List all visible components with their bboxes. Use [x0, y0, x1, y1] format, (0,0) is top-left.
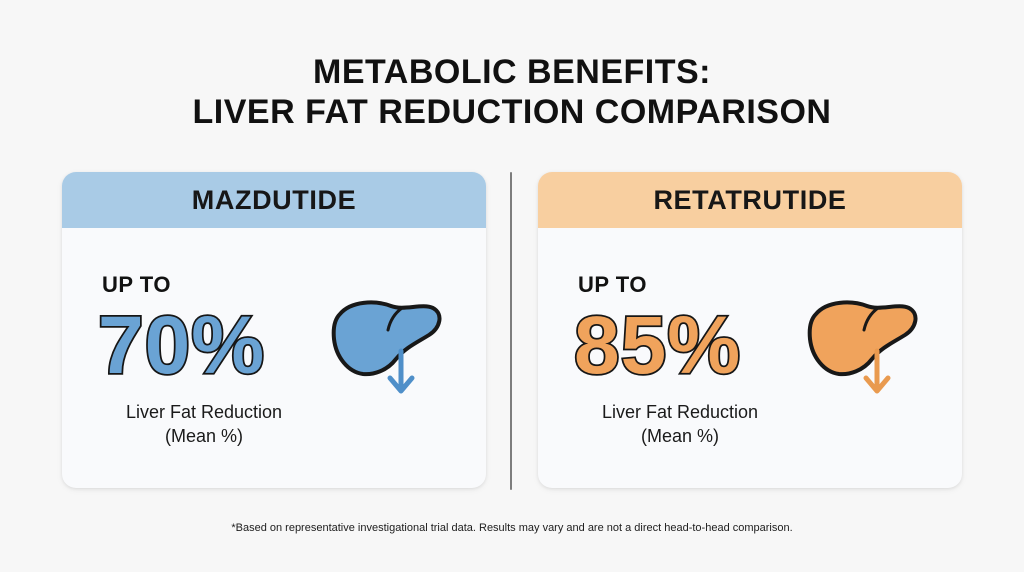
comparison-divider [510, 172, 512, 490]
liver-down-arrow-icon [807, 300, 918, 394]
mazdutide-metric-unit: (Mean %) [164, 426, 244, 446]
mazdutide-caption: Liver Fat Reduction (Mean %) [104, 400, 304, 448]
mazdutide-prefix: UP TO [102, 272, 171, 297]
footnote: *Based on representative investigational… [231, 522, 793, 534]
retatrutide-percent: 85% [572, 298, 742, 393]
mazdutide-card: MAZDUTIDE UP TO 70% Liver Fat Reduction … [62, 172, 486, 488]
retatrutide-card-header: RETATRUTIDE [538, 172, 962, 228]
retatrutide-prefix: UP TO [578, 272, 647, 297]
retatrutide-metric-label: Liver Fat Reduction [601, 402, 759, 422]
retatrutide-caption: Liver Fat Reduction (Mean %) [580, 400, 780, 448]
mazdutide-card-header: MAZDUTIDE [62, 172, 486, 228]
title-line-2: LIVER FAT REDUCTION COMPARISON [192, 93, 832, 131]
liver-down-arrow-icon [331, 300, 442, 394]
retatrutide-card: RETATRUTIDE UP TO 85% Liver Fat Reductio… [538, 172, 962, 488]
mazdutide-metric-label: Liver Fat Reduction [125, 402, 283, 422]
title-line-1: METABOLIC BENEFITS: [313, 53, 711, 91]
mazdutide-percent: 70% [96, 298, 266, 393]
page-title: METABOLIC BENEFITS: LIVER FAT REDUCTION … [0, 52, 1024, 132]
retatrutide-metric-unit: (Mean %) [640, 426, 720, 446]
